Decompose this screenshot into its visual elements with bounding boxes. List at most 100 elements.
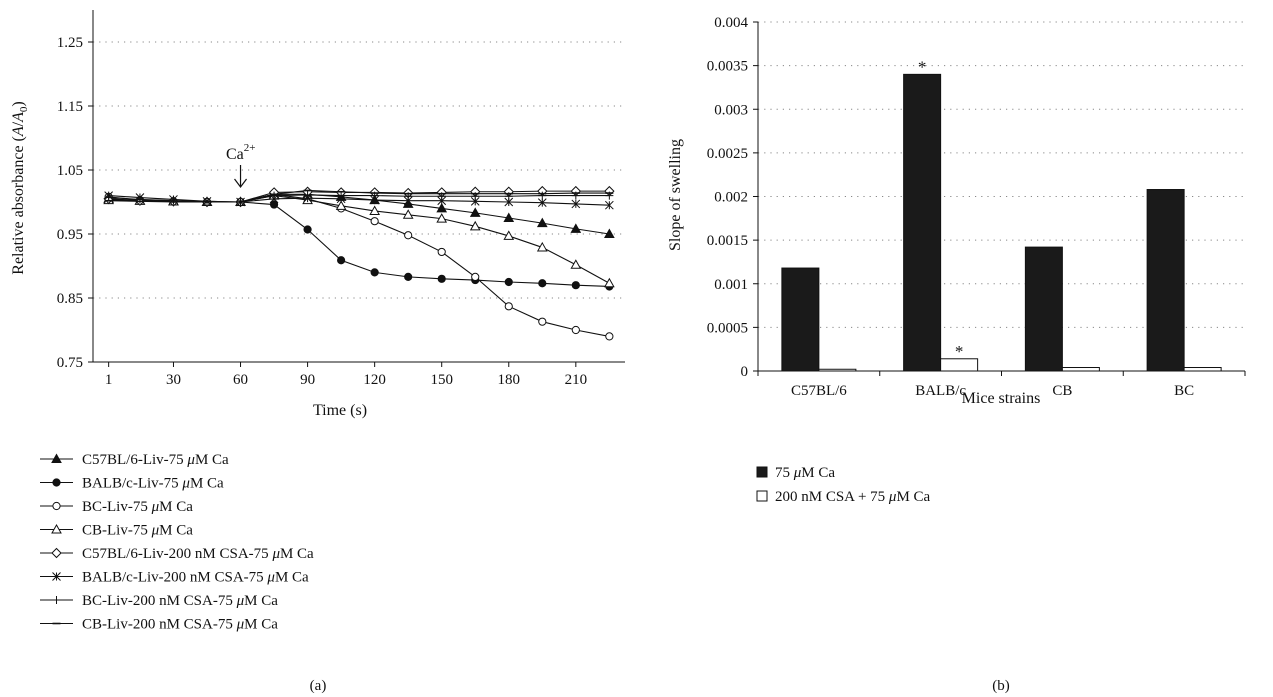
bar-chart-y-tick-label: 0.003 (714, 102, 748, 118)
line-chart-x-tick-label: 120 (363, 372, 386, 388)
legend-item: BALB/c-Liv-75 μM Ca (40, 476, 224, 492)
line-series-point (537, 198, 547, 207)
line-series-path (108, 199, 610, 288)
line-series-point (504, 277, 513, 287)
bar-chart-x-ticks: C57BL/6 BALB/c CB BC (757, 371, 1246, 399)
line-series-path (108, 195, 610, 284)
legend-marker (52, 501, 61, 511)
line-series-point-shape (436, 213, 448, 223)
line-series-point (570, 259, 582, 269)
legend-label: CB-Liv-75 μM Ca (82, 523, 193, 539)
line-series-point (536, 241, 548, 252)
bar-chart-y-tick-label: 0.001 (714, 277, 748, 293)
bar-chart-y-tick-label: 0.0005 (707, 320, 748, 336)
bar-chart-y-ticks: 0 0.0005 0.001 0.0015 0.002 0.0025 0.003 0.0035… (707, 15, 758, 380)
legend-marker-shape (51, 523, 62, 534)
line-series-point-shape (605, 332, 614, 341)
line-chart-y-tick-label: 1.05 (57, 163, 83, 179)
line-series-point-shape (437, 274, 446, 283)
panel-a-caption: (a) (310, 678, 327, 694)
line-series-point (605, 332, 614, 341)
legend-label: BC-Liv-75 μM Ca (82, 499, 193, 515)
legend-marker-shape (51, 547, 62, 559)
line-series-point (503, 212, 515, 222)
line-chart-x-tick-label: 90 (300, 372, 315, 388)
line-chart-x-ticks: 1 30 60 90 120 150 180 210 (105, 362, 587, 388)
bar-csa-ca (818, 368, 857, 372)
line-series-point-shape (404, 272, 413, 281)
bar-chart-category-label: C57BL/6 (791, 383, 847, 399)
svg-text:Ca2+: Ca2+ (226, 142, 256, 163)
line-series-point-shape (571, 325, 580, 335)
line-series-point (504, 302, 513, 311)
legend-marker-shape (52, 572, 61, 581)
line-series-point-shape (504, 277, 513, 287)
bar-ca (903, 73, 942, 372)
bar-chart-y-tick-label: 0.002 (714, 190, 748, 206)
legend-item: BC-Liv-200 nM CSA-75 μM Ca (40, 593, 278, 609)
line-series-point-shape (471, 272, 480, 281)
line-series-point (370, 217, 379, 226)
line-series-point-shape (335, 200, 347, 210)
line-chart-y-ticks: 0.75 0.85 0.95 1.05 1.15 1.25 (57, 35, 93, 371)
line-series-point (571, 325, 580, 335)
line-series-point (335, 200, 347, 210)
line-series-point (469, 207, 481, 217)
legend-label: CB-Liv-200 nM CSA-75 μM Ca (82, 617, 278, 633)
line-series-point-shape (369, 205, 381, 215)
line-chart-gridlines (93, 41, 625, 299)
line-series-point (603, 277, 615, 288)
line-series-point (169, 196, 178, 205)
bar-chart-y-tick-label: 0.004 (714, 15, 748, 31)
line-series-point-shape (436, 202, 448, 213)
line-series-point (436, 213, 448, 223)
line-series-point-shape (469, 207, 481, 217)
line-series-point-shape (169, 196, 178, 205)
line-series-point (536, 217, 548, 228)
line-series-point (436, 202, 448, 213)
line-series-point-shape (270, 191, 279, 200)
bar-chart-gridlines (758, 21, 1245, 328)
line-series-point-shape (571, 281, 580, 290)
legend-item: CB-Liv-200 nM CSA-75 μM Ca (40, 617, 278, 633)
bar-chart-legend: 75 μM Ca 200 nM CSA + 75 μM Ca (756, 465, 931, 505)
significance-marker: * (955, 342, 964, 361)
line-series-point (570, 223, 582, 233)
legend-swatch (756, 490, 768, 502)
line-chart-y-tick-label: 0.85 (57, 291, 83, 307)
line-series-point (270, 191, 279, 200)
legend-label: 200 nM CSA + 75 μM Ca (775, 489, 931, 505)
line-series-point (402, 209, 414, 219)
line-series-point (469, 220, 481, 231)
legend-marker (51, 547, 62, 559)
calcium-addition-annotation: Ca2+ (226, 142, 256, 188)
legend-marker (52, 478, 61, 487)
legend-label: BALB/c-Liv-75 μM Ca (82, 476, 224, 492)
legend-label: BALB/c-Liv-200 nM CSA-75 μM Ca (82, 570, 309, 586)
legend-item: BC-Liv-75 μM Ca (40, 499, 193, 515)
legend-swatch (756, 466, 768, 478)
legend-label: 75 μM Ca (775, 465, 835, 481)
line-series-5 (103, 185, 615, 208)
bar-chart-y-tick-label: 0.0035 (707, 59, 748, 75)
line-series-point-shape (469, 220, 481, 231)
line-series-point (337, 256, 346, 265)
line-series-point-shape (536, 241, 548, 252)
line-series-point (571, 199, 581, 209)
significance-marker: * (918, 57, 927, 76)
line-chart-y-tick-label: 1.25 (57, 35, 83, 51)
legend-item: BALB/c-Liv-200 nM CSA-75 μM Ca (40, 570, 309, 586)
line-chart-x-axis-label: Time (s) (313, 402, 367, 419)
line-series-point (503, 230, 515, 240)
line-series-path (108, 195, 610, 206)
line-series-point (437, 247, 446, 257)
legend-item: 200 nM CSA + 75 μM Ca (756, 489, 931, 505)
line-series-point-shape (370, 268, 379, 277)
line-chart-x-tick-label: 150 (430, 372, 453, 388)
line-chart-legend: C57BL/6-Liv-75 μM Ca BALB/c-Liv-75 μM Ca B… (40, 452, 314, 633)
line-series-point-shape (570, 259, 582, 269)
legend-marker (52, 596, 61, 604)
line-series-point-shape (538, 317, 547, 326)
line-series-3 (104, 190, 614, 341)
line-series-point-shape (303, 225, 312, 234)
